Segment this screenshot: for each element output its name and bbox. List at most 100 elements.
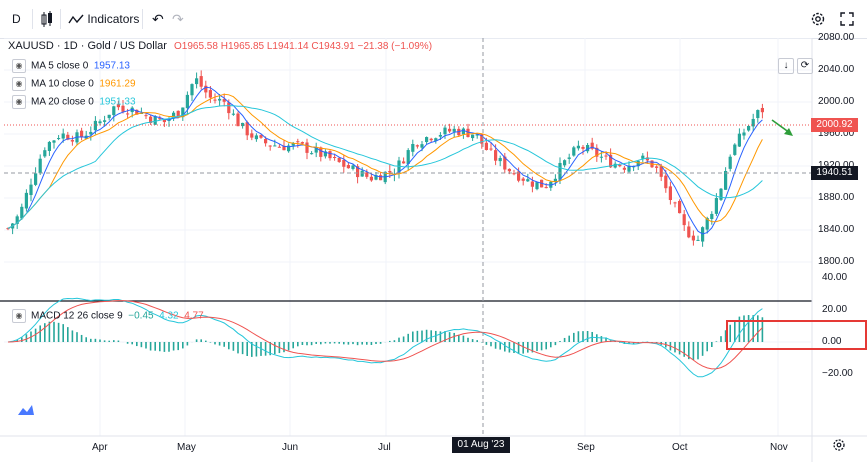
candles-icon[interactable] (40, 8, 54, 30)
undo-icon[interactable]: ↶ (152, 11, 164, 27)
candle-body (719, 188, 723, 200)
candle-body (61, 133, 65, 139)
ohlc-l: L1941.14 (266, 41, 312, 52)
candle-body (489, 148, 493, 150)
download-icon[interactable]: ↓ (778, 58, 794, 74)
time-tick: May (177, 442, 196, 453)
candle-body (20, 206, 24, 219)
candle-body (480, 134, 484, 144)
time-tick: Jul (378, 442, 391, 453)
candle-body (604, 155, 608, 157)
eye-icon[interactable]: ◉ (12, 77, 26, 91)
eye-icon[interactable]: ◉ (12, 95, 26, 109)
refresh-icon[interactable]: ⟳ (797, 58, 813, 74)
candle-body (498, 158, 502, 162)
candle-body (618, 164, 622, 167)
candle-body (673, 202, 677, 204)
candle-body (636, 160, 640, 167)
candle-body (714, 198, 718, 214)
price-tick: 1960.00 (818, 128, 855, 139)
candle-body (581, 146, 585, 149)
macd-hist-value: −0.45 (128, 310, 154, 322)
symbol-legend: XAUUSD · 1D · Gold / US Dollar O1965.58 … (8, 40, 432, 52)
ma10-legend[interactable]: ◉ MA 10 close 0 1961.29 (12, 77, 136, 91)
candle-body (710, 213, 714, 219)
candle-body (599, 156, 603, 158)
indicators-icon (68, 14, 84, 24)
axis-settings-gear-icon[interactable] (832, 438, 846, 457)
symbol-title[interactable]: XAUUSD · 1D · Gold / US Dollar (8, 40, 167, 52)
candle-body (328, 151, 332, 159)
candle-body (613, 163, 617, 168)
macd-signal-value: 4.77 (184, 310, 204, 322)
macd-legend[interactable]: ◉ MACD 12 26 close 9 −0.45 4.32 4.77 (12, 309, 204, 323)
candle-body (356, 166, 360, 178)
candle-body (277, 146, 281, 148)
candle-body (558, 162, 562, 180)
candle-body (535, 182, 539, 190)
candle-body (645, 157, 649, 161)
chart-canvas[interactable] (0, 38, 867, 462)
ma5-legend[interactable]: ◉ MA 5 close 0 1957.13 (12, 59, 130, 73)
time-tick: Apr (92, 442, 108, 453)
candle-body (24, 192, 28, 209)
candle-body (668, 186, 672, 201)
candle-body (411, 144, 415, 152)
indicators-button[interactable]: Indicators (68, 8, 139, 30)
candle-body (687, 226, 691, 238)
candle-body (70, 140, 74, 142)
candle-body (494, 150, 498, 161)
candle-body (696, 239, 700, 241)
candle-body (530, 181, 534, 187)
price-tick: 1800.00 (818, 256, 855, 267)
ma20-legend[interactable]: ◉ MA 20 close 0 1951.33 (12, 95, 136, 109)
annotation-rectangle (726, 320, 867, 350)
candle-body (190, 84, 194, 96)
candle-body (544, 187, 548, 189)
fullscreen-icon[interactable] (840, 8, 854, 30)
price-candles (6, 70, 764, 247)
candle-body (144, 115, 148, 117)
candle-body (627, 165, 631, 172)
candle-body (461, 128, 465, 135)
candle-body (609, 154, 613, 168)
toolbar-divider (142, 9, 143, 29)
macd-tick: 20.00 (822, 304, 848, 315)
trend-arrow-head (784, 128, 793, 136)
settings-gear-icon[interactable] (810, 8, 826, 30)
candle-body (567, 157, 571, 159)
candle-body (374, 175, 378, 180)
price-tick: 1920.00 (818, 160, 854, 171)
candle-body (273, 145, 277, 147)
candle-body (438, 135, 442, 137)
candle-body (553, 178, 557, 182)
redo-icon[interactable]: ↷ (172, 11, 184, 27)
ohlc-values: O1965.58 H1965.85 L1941.14 C1943.91 −21.… (174, 41, 432, 52)
ma5-value: 1957.13 (93, 60, 130, 72)
candle-body (415, 145, 419, 147)
candle-body (563, 160, 567, 166)
ma20-line (7, 105, 763, 229)
grid-lines (0, 38, 867, 462)
eye-icon[interactable]: ◉ (12, 309, 26, 323)
candle-body (213, 99, 217, 101)
candle-body (448, 128, 452, 132)
last-price-tag: 2000.92 (811, 118, 858, 132)
candle-body (153, 116, 157, 125)
eye-icon[interactable]: ◉ (12, 59, 26, 73)
macd-signal-line (7, 300, 763, 370)
candle-body (310, 153, 314, 155)
candle-body (135, 109, 139, 115)
candle-body (586, 145, 590, 152)
candle-body (512, 173, 516, 175)
candle-body (241, 122, 245, 127)
interval-button[interactable]: D (12, 12, 21, 26)
candle-body (300, 142, 304, 144)
candle-body (181, 107, 185, 118)
candle-body (747, 125, 751, 131)
candle-body (43, 150, 47, 157)
candle-body (89, 131, 93, 135)
candle-body (452, 128, 456, 132)
candle-body (471, 134, 475, 139)
candle-body (126, 113, 130, 115)
